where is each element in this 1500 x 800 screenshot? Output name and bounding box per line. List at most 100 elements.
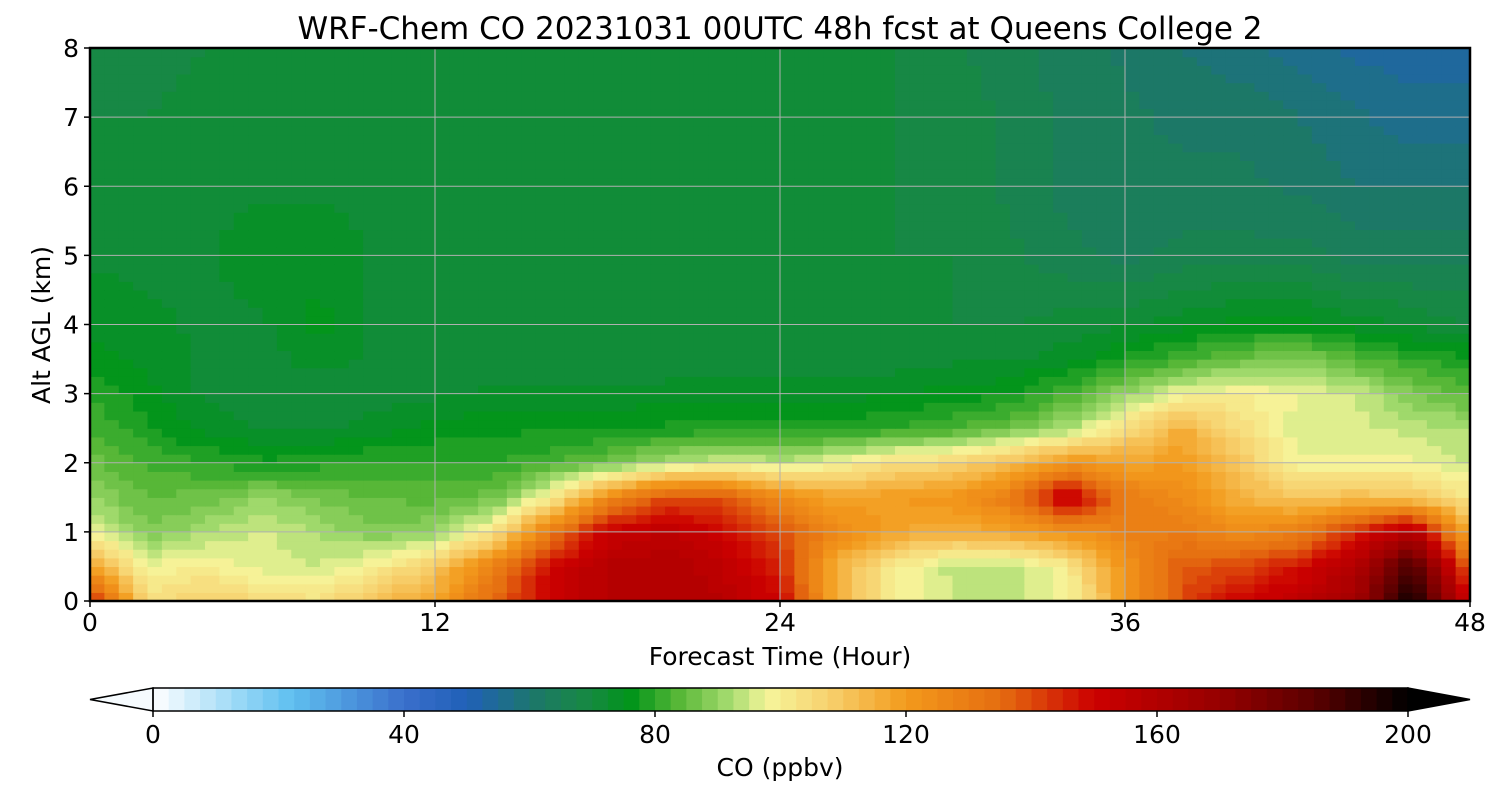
- contour-cell: [535, 168, 551, 179]
- contour-cell: [248, 177, 264, 187]
- contour-cell: [722, 315, 738, 326]
- contour-cell: [118, 575, 134, 585]
- contour-cell: [463, 151, 479, 161]
- contour-cell: [1024, 557, 1040, 568]
- contour-cell: [334, 367, 350, 377]
- contour-cell: [161, 531, 177, 542]
- contour-cell: [995, 203, 1011, 213]
- contour-cell: [808, 229, 824, 239]
- contour-cell: [1369, 531, 1385, 542]
- contour-cell: [564, 549, 580, 559]
- contour-cell: [1139, 367, 1155, 377]
- contour-cell: [1254, 462, 1270, 472]
- contour-cell: [521, 333, 537, 343]
- contour-cell: [1254, 359, 1270, 369]
- contour-cell: [866, 540, 882, 550]
- contour-cell: [535, 194, 551, 205]
- contour-cell: [291, 255, 307, 265]
- contour-cell: [1441, 341, 1457, 352]
- contour-cell: [966, 333, 982, 343]
- contour-cell: [535, 410, 551, 421]
- contour-cell: [1355, 281, 1370, 291]
- contour-cell: [133, 289, 149, 300]
- contour-cell: [1369, 341, 1385, 352]
- contour-cell: [621, 531, 637, 542]
- contour-cell: [1441, 367, 1457, 377]
- contour-cell: [463, 393, 479, 403]
- contour-cell: [391, 307, 407, 317]
- contour-cell: [952, 238, 968, 248]
- contour-cell: [147, 160, 163, 170]
- contour-cell: [981, 471, 997, 481]
- contour-cell: [506, 497, 522, 507]
- contour-cell: [248, 505, 264, 516]
- contour-cell: [305, 307, 321, 317]
- contour-cell: [1153, 255, 1169, 265]
- contour-cell: [1297, 376, 1313, 386]
- contour-cell: [1283, 410, 1299, 421]
- contour-cell: [1340, 480, 1356, 490]
- contour-cell: [104, 480, 120, 490]
- contour-cell: [1225, 350, 1241, 360]
- contour-cell: [866, 367, 882, 377]
- contour-cell: [938, 229, 954, 239]
- contour-cell: [823, 298, 839, 308]
- contour-cell: [1153, 367, 1169, 377]
- contour-cell: [995, 168, 1011, 179]
- contour-cell: [118, 203, 134, 213]
- contour-cell: [320, 186, 335, 196]
- contour-cell: [1211, 272, 1227, 282]
- contour-cell: [808, 194, 824, 205]
- contour-cell: [348, 523, 364, 533]
- contour-cell: [248, 333, 264, 343]
- contour-cell: [1010, 238, 1025, 248]
- contour-cell: [1081, 220, 1097, 231]
- contour-cell: [693, 341, 709, 352]
- contour-cell: [1182, 505, 1198, 516]
- contour-cell: [1455, 272, 1471, 282]
- contour-cell: [1125, 583, 1140, 593]
- contour-cell: [1139, 488, 1155, 498]
- contour-cell: [909, 315, 925, 326]
- contour-cell: [794, 557, 810, 568]
- contour-cell: [693, 194, 709, 205]
- contour-cell: [205, 514, 220, 524]
- contour-cell: [377, 592, 393, 602]
- contour-cell: [1182, 488, 1198, 498]
- contour-cell: [535, 428, 551, 438]
- contour-cell: [880, 341, 896, 352]
- contour-cell: [665, 454, 680, 464]
- contour-cell: [923, 281, 939, 291]
- contour-cell: [305, 583, 321, 593]
- contour-cell: [1340, 281, 1356, 291]
- contour-cell: [521, 359, 537, 369]
- contour-cell: [966, 186, 982, 196]
- contour-cell: [966, 393, 982, 403]
- contour-cell: [190, 402, 206, 412]
- contour-cell: [262, 454, 278, 464]
- contour-cell: [1283, 264, 1299, 274]
- contour-cell: [118, 557, 134, 568]
- contour-cell: [1254, 229, 1270, 239]
- contour-cell: [1110, 298, 1126, 308]
- contour-cell: [1383, 393, 1399, 403]
- contour-cell: [334, 359, 350, 369]
- contour-cell: [176, 229, 192, 239]
- contour-cell: [665, 402, 680, 412]
- contour-cell: [780, 445, 795, 455]
- contour-cell: [636, 393, 652, 403]
- contour-cell: [1268, 445, 1284, 455]
- contour-cell: [1369, 359, 1385, 369]
- contour-cell: [1168, 523, 1184, 533]
- contour-cell: [219, 488, 235, 498]
- contour-cell: [1081, 151, 1097, 161]
- contour-cell: [1254, 557, 1270, 568]
- contour-cell: [981, 229, 997, 239]
- contour-cell: [636, 428, 652, 438]
- contour-cell: [607, 531, 623, 542]
- contour-cell: [1412, 177, 1428, 187]
- contour-cell: [693, 333, 709, 343]
- contour-cell: [1139, 272, 1155, 282]
- contour-cell: [262, 194, 278, 205]
- contour-cell: [1297, 384, 1313, 395]
